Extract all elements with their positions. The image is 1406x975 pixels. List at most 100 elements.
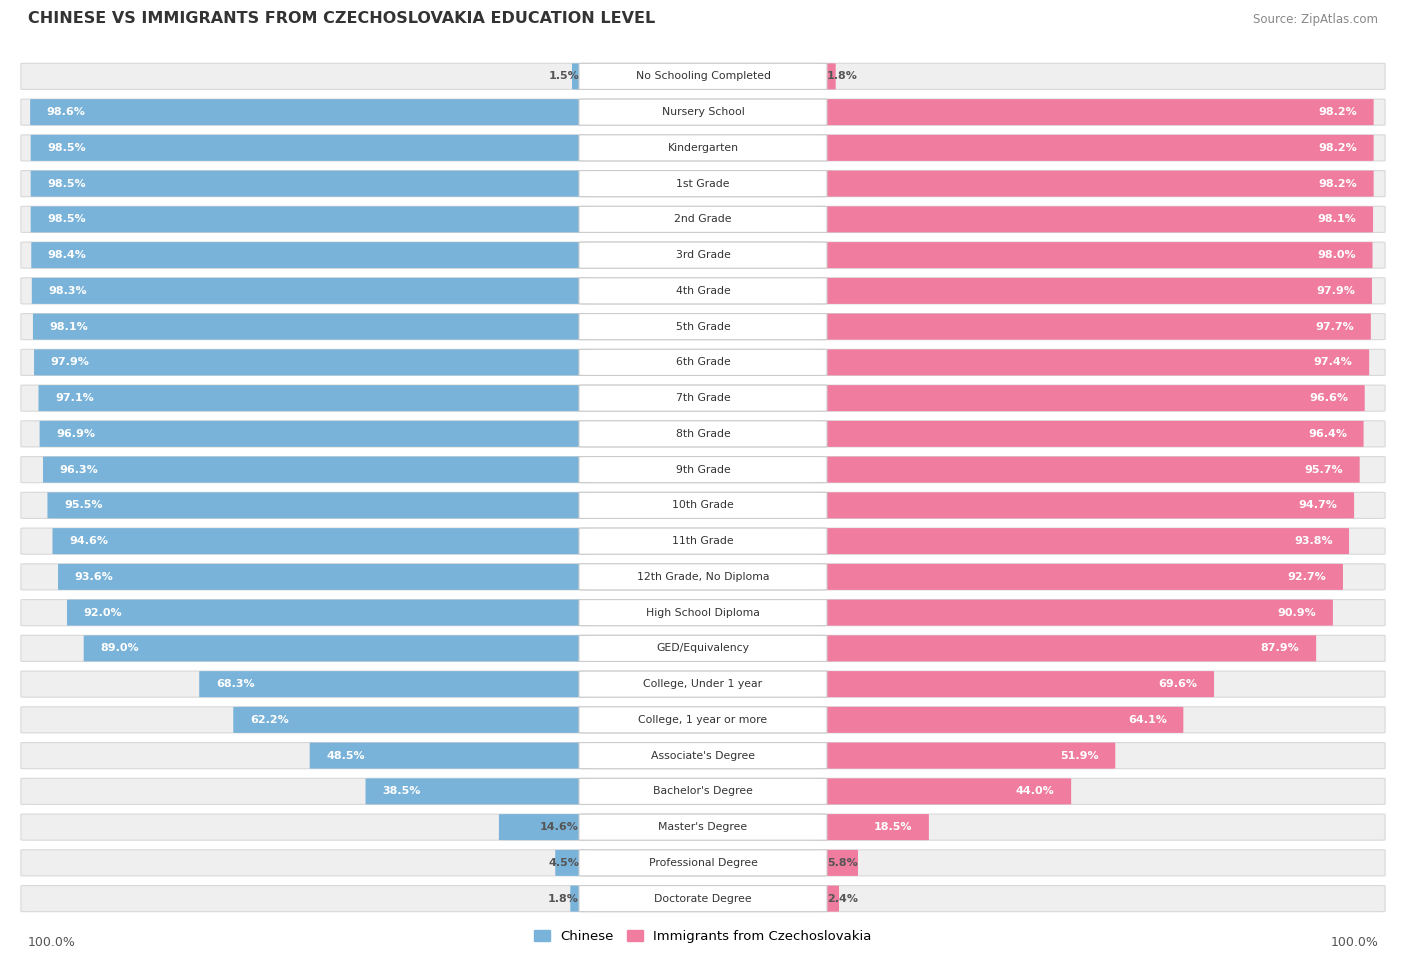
Text: 96.6%: 96.6%: [1309, 393, 1348, 403]
FancyBboxPatch shape: [21, 778, 1385, 804]
Text: 12th Grade, No Diploma: 12th Grade, No Diploma: [637, 572, 769, 582]
Text: 1.8%: 1.8%: [827, 71, 858, 81]
FancyBboxPatch shape: [814, 63, 835, 90]
Text: 98.1%: 98.1%: [49, 322, 89, 332]
Text: 95.7%: 95.7%: [1305, 465, 1343, 475]
Text: 98.1%: 98.1%: [1317, 214, 1357, 224]
FancyBboxPatch shape: [814, 707, 1184, 733]
FancyBboxPatch shape: [21, 671, 1385, 697]
FancyBboxPatch shape: [814, 135, 1374, 161]
Text: High School Diploma: High School Diploma: [647, 607, 759, 617]
FancyBboxPatch shape: [200, 671, 592, 697]
FancyBboxPatch shape: [309, 743, 592, 768]
FancyBboxPatch shape: [579, 171, 827, 197]
FancyBboxPatch shape: [31, 135, 592, 161]
Text: 98.4%: 98.4%: [48, 251, 87, 260]
FancyBboxPatch shape: [21, 600, 1385, 626]
Text: 98.5%: 98.5%: [48, 143, 86, 153]
Text: Bachelor's Degree: Bachelor's Degree: [652, 787, 754, 797]
Text: College, Under 1 year: College, Under 1 year: [644, 680, 762, 689]
Text: Associate's Degree: Associate's Degree: [651, 751, 755, 760]
FancyBboxPatch shape: [814, 314, 1371, 339]
Text: 96.3%: 96.3%: [59, 465, 98, 475]
Text: No Schooling Completed: No Schooling Completed: [636, 71, 770, 81]
FancyBboxPatch shape: [44, 456, 592, 483]
Text: 90.9%: 90.9%: [1278, 607, 1316, 617]
Text: 97.1%: 97.1%: [55, 393, 94, 403]
Text: 68.3%: 68.3%: [215, 680, 254, 689]
FancyBboxPatch shape: [579, 600, 827, 626]
FancyBboxPatch shape: [579, 707, 827, 733]
FancyBboxPatch shape: [58, 564, 592, 590]
Text: 98.2%: 98.2%: [1319, 107, 1357, 117]
FancyBboxPatch shape: [579, 885, 827, 912]
FancyBboxPatch shape: [366, 778, 592, 804]
FancyBboxPatch shape: [21, 707, 1385, 733]
FancyBboxPatch shape: [579, 242, 827, 268]
Legend: Chinese, Immigrants from Czechoslovakia: Chinese, Immigrants from Czechoslovakia: [529, 925, 877, 949]
Text: 10th Grade: 10th Grade: [672, 500, 734, 510]
Text: 2.4%: 2.4%: [827, 894, 858, 904]
FancyBboxPatch shape: [21, 564, 1385, 590]
FancyBboxPatch shape: [814, 99, 1374, 125]
Text: 98.2%: 98.2%: [1319, 178, 1357, 188]
FancyBboxPatch shape: [814, 207, 1374, 232]
FancyBboxPatch shape: [814, 743, 1115, 768]
FancyBboxPatch shape: [21, 135, 1385, 161]
FancyBboxPatch shape: [21, 207, 1385, 232]
Text: 14.6%: 14.6%: [540, 822, 579, 832]
FancyBboxPatch shape: [67, 600, 592, 626]
Text: 94.7%: 94.7%: [1299, 500, 1337, 510]
Text: 38.5%: 38.5%: [382, 787, 420, 797]
Text: Professional Degree: Professional Degree: [648, 858, 758, 868]
FancyBboxPatch shape: [21, 314, 1385, 339]
Text: 1.5%: 1.5%: [548, 71, 579, 81]
FancyBboxPatch shape: [571, 885, 592, 912]
FancyBboxPatch shape: [21, 850, 1385, 876]
Text: 94.6%: 94.6%: [69, 536, 108, 546]
Text: 6th Grade: 6th Grade: [676, 358, 730, 368]
FancyBboxPatch shape: [814, 456, 1360, 483]
Text: 1.8%: 1.8%: [548, 894, 579, 904]
Text: 4th Grade: 4th Grade: [676, 286, 730, 295]
Text: 93.6%: 93.6%: [75, 572, 114, 582]
FancyBboxPatch shape: [572, 63, 592, 90]
Text: 97.4%: 97.4%: [1313, 358, 1353, 368]
Text: 8th Grade: 8th Grade: [676, 429, 730, 439]
Text: 1st Grade: 1st Grade: [676, 178, 730, 188]
FancyBboxPatch shape: [579, 743, 827, 768]
FancyBboxPatch shape: [814, 564, 1343, 590]
FancyBboxPatch shape: [21, 492, 1385, 519]
Text: Source: ZipAtlas.com: Source: ZipAtlas.com: [1253, 14, 1378, 26]
Text: Master's Degree: Master's Degree: [658, 822, 748, 832]
FancyBboxPatch shape: [32, 278, 592, 304]
FancyBboxPatch shape: [814, 636, 1316, 661]
FancyBboxPatch shape: [52, 528, 592, 554]
Text: 5th Grade: 5th Grade: [676, 322, 730, 332]
FancyBboxPatch shape: [21, 242, 1385, 268]
Text: 92.7%: 92.7%: [1288, 572, 1326, 582]
FancyBboxPatch shape: [31, 242, 592, 268]
Text: CHINESE VS IMMIGRANTS FROM CZECHOSLOVAKIA EDUCATION LEVEL: CHINESE VS IMMIGRANTS FROM CZECHOSLOVAKI…: [28, 12, 655, 26]
Text: 48.5%: 48.5%: [326, 751, 366, 760]
Text: 98.0%: 98.0%: [1317, 251, 1355, 260]
FancyBboxPatch shape: [814, 671, 1213, 697]
FancyBboxPatch shape: [579, 421, 827, 447]
Text: 89.0%: 89.0%: [100, 644, 139, 653]
FancyBboxPatch shape: [814, 528, 1350, 554]
Text: 98.5%: 98.5%: [48, 178, 86, 188]
Text: 97.9%: 97.9%: [1316, 286, 1355, 295]
Text: 97.9%: 97.9%: [51, 358, 90, 368]
Text: 5.8%: 5.8%: [827, 858, 858, 868]
Text: 44.0%: 44.0%: [1017, 787, 1054, 797]
FancyBboxPatch shape: [499, 814, 592, 840]
Text: 96.4%: 96.4%: [1308, 429, 1347, 439]
FancyBboxPatch shape: [814, 385, 1365, 411]
FancyBboxPatch shape: [21, 743, 1385, 768]
Text: 100.0%: 100.0%: [1330, 936, 1378, 949]
FancyBboxPatch shape: [21, 171, 1385, 197]
FancyBboxPatch shape: [579, 349, 827, 375]
Text: 2nd Grade: 2nd Grade: [675, 214, 731, 224]
Text: Kindergarten: Kindergarten: [668, 143, 738, 153]
FancyBboxPatch shape: [814, 278, 1372, 304]
